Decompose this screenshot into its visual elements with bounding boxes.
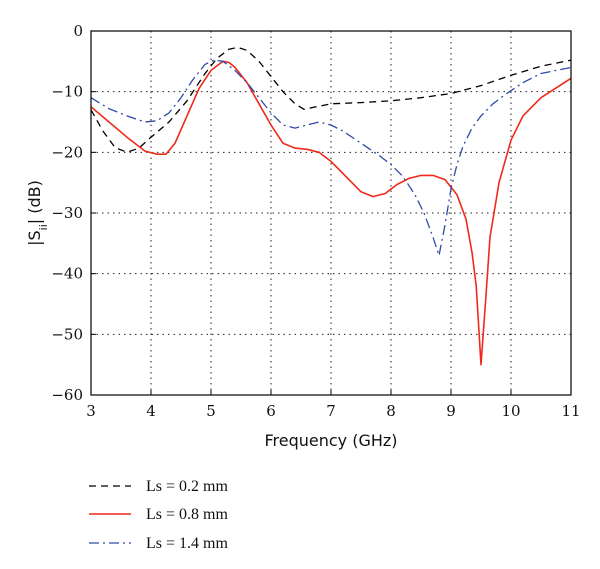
legend-label-2: Ls = 0.8 mm	[146, 506, 228, 523]
y-tick-label: −20	[51, 143, 83, 161]
y-tick-label: −40	[51, 265, 83, 283]
x-tick-label: 3	[86, 402, 96, 420]
legend-label-3: Ls = 1.4 mm	[146, 535, 228, 552]
y-tick-label: 0	[73, 22, 83, 40]
y-tick-label: −30	[51, 204, 83, 222]
y-axis-label: |Sii| (dB)	[25, 180, 50, 246]
y-axis-label-subscript: ii	[37, 224, 50, 230]
series-line-3	[90, 59, 572, 257]
legend-label-1: Ls = 0.2 mm	[146, 478, 228, 495]
tick-labels: 3 4 5 6 7 8 9 10 11 0 −10 −20 −30 −40 −50 −60	[51, 22, 580, 420]
x-tick-label: 10	[501, 402, 520, 420]
series-line-2	[90, 60, 572, 366]
x-tick-label: 11	[561, 402, 580, 420]
x-tick-label: 8	[386, 402, 396, 420]
x-tick-label: 6	[266, 402, 276, 420]
x-tick-label: 7	[326, 402, 336, 420]
x-tick-label: 5	[206, 402, 216, 420]
series-layer	[90, 46, 572, 366]
series-line-1	[90, 46, 572, 153]
grid	[91, 31, 571, 395]
x-tick-label: 4	[146, 402, 156, 420]
x-axis-label: Frequency (GHz)	[264, 431, 397, 450]
x-tick-label: 9	[446, 402, 456, 420]
legend: Ls = 0.2 mm Ls = 0.8 mm Ls = 1.4 mm	[89, 478, 228, 552]
y-axis-label-suffix: | (dB)	[25, 180, 44, 224]
y-tick-label: −50	[51, 325, 83, 343]
y-tick-label: −60	[51, 386, 83, 404]
y-axis-label-prefix: |S	[25, 230, 44, 246]
y-tick-label: −10	[51, 83, 83, 101]
